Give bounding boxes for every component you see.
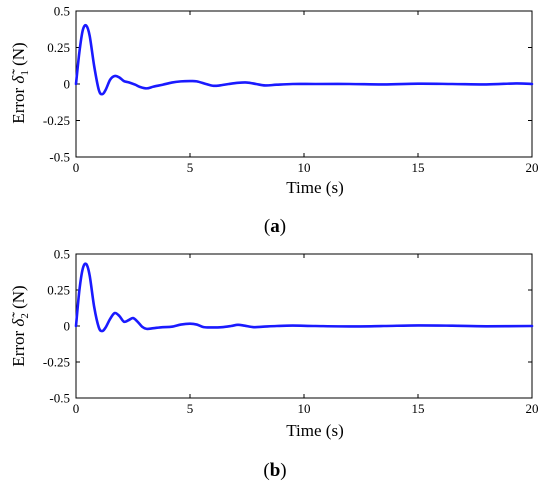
panel-label-a: (a)	[264, 216, 286, 237]
series-line	[74, 262, 534, 333]
y-axis-label-unit: (N)	[9, 42, 28, 70]
y-tick-label: 0	[64, 77, 71, 92]
y-axis-label-subscript: 1	[19, 70, 31, 76]
y-tick-label: 0	[64, 319, 71, 334]
panel-label-letter: b	[270, 460, 281, 481]
series-line	[74, 23, 534, 96]
y-axis-label-subscript: 2	[19, 313, 31, 319]
y-tick-label: -0.5	[49, 391, 70, 406]
x-tick-label: 5	[187, 401, 194, 416]
y-axis-label-prefix: Error	[9, 327, 28, 367]
y-tick-label: -0.25	[43, 355, 70, 370]
x-tick-label: 15	[412, 401, 425, 416]
x-tick-label: 0	[73, 401, 80, 416]
y-tick-label: 0.25	[47, 283, 70, 298]
x-tick-label: 20	[526, 160, 539, 175]
x-axis-label-b: Time (s)	[286, 421, 343, 440]
x-axis-label-a: Time (s)	[286, 178, 343, 197]
y-axis-label-unit: (N)	[9, 285, 28, 313]
y-axis-label-a: Error δ̃1 (N)	[9, 42, 31, 123]
y-tick-label: -0.5	[49, 150, 70, 165]
svg-text:Error δ̃2 (N): Error δ̃2 (N)	[9, 285, 31, 366]
x-tick-label: 15	[412, 160, 425, 175]
panel-b: Error δ̃2 (N) Time (s) (b) 0 5 10 15 20-0.5-…	[9, 247, 539, 482]
y-tick-label: 0.25	[47, 40, 70, 55]
y-tick-label: 0.5	[54, 4, 70, 19]
x-tick-label: 10	[298, 401, 311, 416]
x-tick-label: 10	[298, 160, 311, 175]
y-axis-label-prefix: Error	[9, 84, 28, 124]
x-tick-label: 20	[526, 401, 539, 416]
panel-label-letter: a	[270, 216, 280, 237]
panel-label-b: (b)	[263, 460, 286, 481]
x-tick-label: 5	[187, 160, 194, 175]
panel-a: Error δ̃1 (N) Time (s) (a) 0 5 10 15 20-0.5-…	[9, 4, 539, 238]
y-tick-label: -0.25	[43, 113, 70, 128]
y-tick-label: 0.5	[54, 247, 70, 262]
y-axis-label-b: Error δ̃2 (N)	[9, 285, 31, 366]
svg-text:Error δ̃1 (N): Error δ̃1 (N)	[9, 42, 31, 123]
x-tick-label: 0	[73, 160, 80, 175]
